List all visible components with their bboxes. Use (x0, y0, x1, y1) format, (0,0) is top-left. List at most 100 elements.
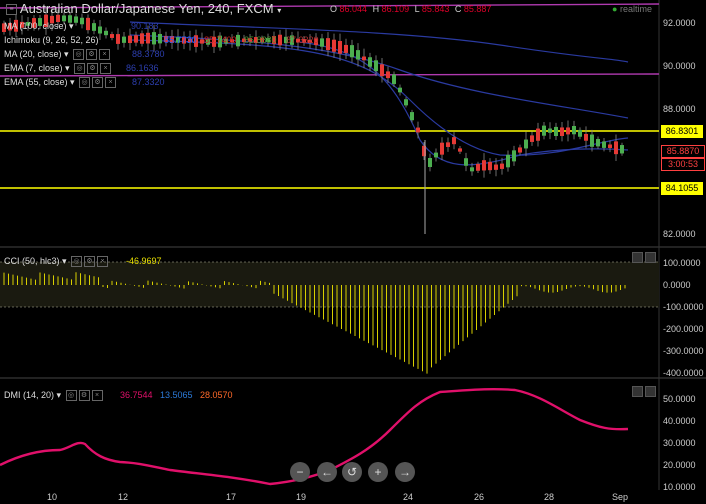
candle-body (80, 17, 84, 25)
indicator-label[interactable]: DMI (14, 20) (4, 390, 55, 400)
candle-body (326, 38, 330, 51)
candle-body (242, 38, 246, 43)
settings-icon[interactable]: ⚙ (87, 63, 99, 75)
dmi-legend[interactable]: DMI (14, 20) ▾ ◎ ⚙ × 36.7544 13.5065 28.05… (4, 390, 233, 402)
close-icon[interactable]: × (105, 77, 117, 89)
eye-icon[interactable]: ◎ (79, 77, 91, 89)
candle-body (176, 37, 180, 43)
candle-body (44, 14, 48, 27)
candle-body (554, 126, 558, 137)
indicator-value: 88.3780 (132, 49, 165, 59)
close-icon[interactable]: × (97, 256, 109, 268)
pane-maximize-icon[interactable] (645, 252, 656, 263)
candle-body (356, 50, 360, 60)
candle-body (536, 128, 540, 141)
realtime-label: realtime (619, 4, 652, 14)
candle-body (410, 112, 414, 121)
level-tag-lower[interactable]: 84.1055 (661, 182, 703, 195)
reset-view-button[interactable]: ↺ (342, 462, 362, 482)
chart-title[interactable]: ≡ Australian Dollar/Japanese Yen, 240, F… (4, 1, 281, 16)
cci-legend[interactable]: CCI (50, hlc3) ▾ ◎ ⚙ × -46.9697 (4, 256, 162, 268)
pane-maximize-icon[interactable] (645, 386, 656, 397)
expand-icon[interactable]: ≡ (6, 4, 17, 16)
candle-body (284, 36, 288, 44)
candle-body (260, 37, 264, 43)
zoom-out-button[interactable]: − (290, 462, 310, 482)
candle-body (542, 125, 546, 136)
ohlc-key: C (454, 4, 462, 14)
dmi-tick: 50.0000 (663, 394, 696, 404)
realtime-dot-icon: ● (612, 4, 618, 14)
candle-body (236, 34, 240, 47)
scroll-left-button[interactable]: ← (317, 462, 337, 482)
close-icon[interactable]: × (99, 49, 111, 61)
indicator-ichimoku[interactable]: Ichimoku (9, 26, 52, 26) 85.7730 85.7400… (4, 35, 319, 45)
candle-body (314, 38, 318, 46)
candle-body (506, 154, 510, 168)
indicator-value: 85.7400 (204, 35, 237, 45)
candle-body (476, 163, 480, 171)
indicator-ma20[interactable]: MA (20, close) ▾ ◎ ⚙ × 88.3780 (4, 49, 165, 61)
settings-icon[interactable]: ⚙ (86, 49, 98, 61)
pane-up-icon[interactable] (632, 386, 643, 397)
x-tick: 12 (118, 492, 129, 502)
zoom-in-button[interactable]: + (368, 462, 388, 482)
candle-body (200, 39, 204, 44)
indicator-label[interactable]: Ichimoku (9, 26, 52, 26) (4, 35, 99, 45)
ohlc-key: L (414, 4, 420, 14)
indicator-label[interactable]: MA (20, close) (4, 49, 62, 59)
indicator-value: -46.9697 (126, 256, 162, 266)
indicator-ma100[interactable]: MA (100, close) ▾ 90.183 (4, 21, 159, 31)
candle-body (140, 33, 144, 44)
trendline-mid[interactable] (0, 73, 660, 77)
candle-body (290, 35, 294, 45)
candle-body (530, 135, 534, 142)
indicator-value: 85.7730 (164, 35, 197, 45)
eye-icon[interactable]: ◎ (73, 49, 85, 61)
indicator-label[interactable]: MA (100, close) (4, 21, 67, 31)
indicator-value: 85.8880 (244, 35, 277, 45)
pane-up-icon[interactable] (632, 252, 643, 263)
indicator-ema55[interactable]: EMA (55, close) ▾ ◎ ⚙ × 87.3320 (4, 77, 165, 89)
candle-body (104, 30, 108, 36)
candle-body (578, 129, 582, 137)
candle-body (344, 44, 348, 53)
symbol-label[interactable]: Australian Dollar/Japanese Yen, 240, FXC… (19, 1, 274, 16)
settings-icon[interactable]: ⚙ (84, 256, 96, 268)
candle-body (332, 39, 336, 52)
indicator-label[interactable]: EMA (7, close) (4, 63, 63, 73)
indicator-label[interactable]: CCI (50, hlc3) (4, 256, 60, 266)
candle-body (32, 18, 36, 28)
eye-icon[interactable]: ◎ (65, 390, 77, 402)
indicator-label[interactable]: EMA (55, close) (4, 77, 68, 87)
close-icon[interactable]: × (100, 63, 112, 75)
trendline-top[interactable] (0, 3, 660, 9)
candle-body (266, 38, 270, 42)
candle-body (362, 56, 366, 61)
candle-body (488, 161, 492, 171)
candle-body (2, 23, 6, 32)
candle-body (566, 127, 570, 135)
settings-icon[interactable]: ⚙ (92, 77, 104, 89)
cci-histogram (3, 272, 626, 374)
level-tag-upper[interactable]: 86.8301 (661, 125, 703, 138)
settings-icon[interactable]: ⚙ (78, 390, 90, 402)
x-tick: Sep (612, 492, 629, 502)
close-icon[interactable]: × (91, 390, 103, 402)
candle-body (560, 127, 564, 137)
candle-body (254, 37, 258, 43)
eye-icon[interactable]: ◎ (71, 256, 83, 268)
candle-body (188, 38, 192, 43)
candle-body (182, 36, 186, 44)
eye-icon[interactable]: ◎ (74, 63, 86, 75)
cci-tick: -400.0000 (663, 368, 704, 378)
candle-body (38, 18, 42, 26)
candle-body (494, 164, 498, 170)
candlesticks[interactable] (2, 6, 624, 234)
ohlc-value: 86.109 (381, 4, 410, 14)
chevron-down-icon[interactable]: ▾ (277, 6, 282, 15)
indicator-ema7[interactable]: EMA (7, close) ▾ ◎ ⚙ × 86.1636 (4, 63, 159, 75)
x-tick: 19 (296, 492, 307, 502)
scroll-right-button[interactable]: → (395, 462, 415, 482)
